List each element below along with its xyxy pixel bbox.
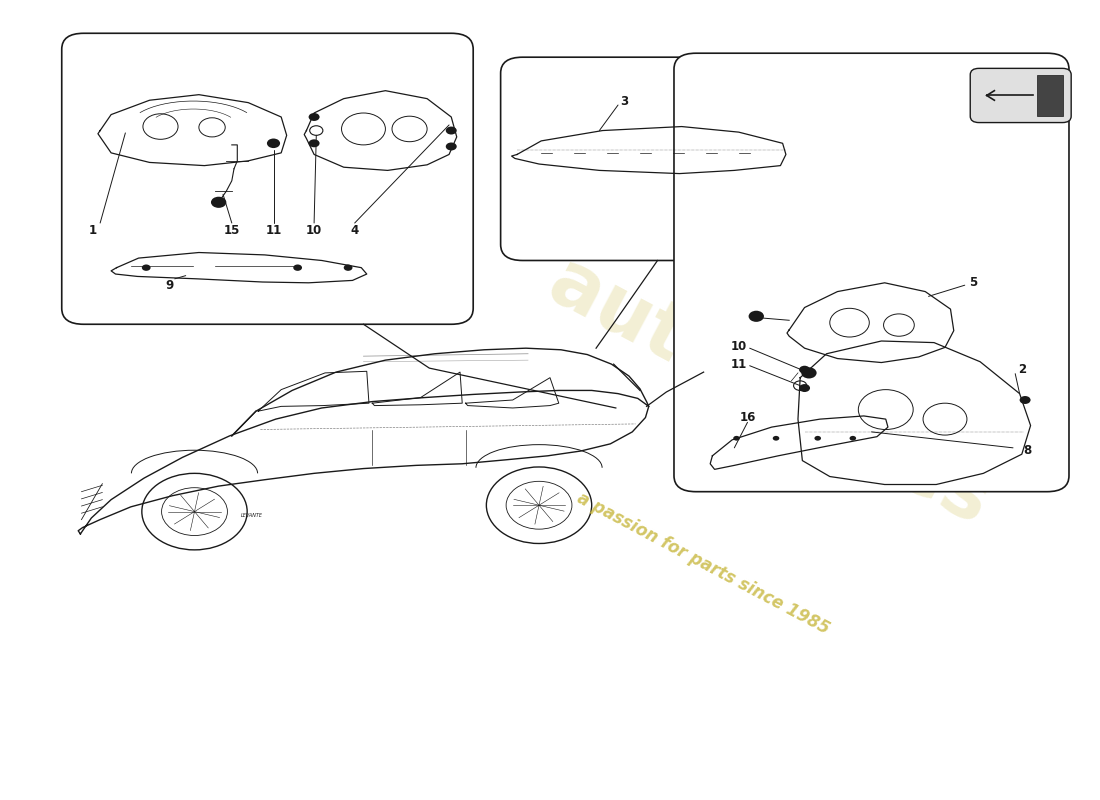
Circle shape <box>211 197 227 208</box>
Text: 2: 2 <box>1018 363 1026 376</box>
Text: LEVANTE: LEVANTE <box>241 513 263 518</box>
Text: 10: 10 <box>306 225 322 238</box>
FancyBboxPatch shape <box>674 54 1069 492</box>
Circle shape <box>446 142 456 150</box>
FancyBboxPatch shape <box>500 57 813 261</box>
Text: autospares: autospares <box>536 243 1003 541</box>
Circle shape <box>310 126 323 135</box>
Text: 10: 10 <box>730 340 747 353</box>
Text: 11: 11 <box>265 225 282 238</box>
Circle shape <box>772 436 779 441</box>
FancyBboxPatch shape <box>970 68 1071 122</box>
Circle shape <box>343 265 352 271</box>
Circle shape <box>446 126 456 134</box>
Circle shape <box>799 384 810 392</box>
Circle shape <box>801 367 816 378</box>
Circle shape <box>814 436 821 441</box>
Circle shape <box>294 265 302 271</box>
Circle shape <box>309 139 320 147</box>
Circle shape <box>749 310 764 322</box>
Text: 8: 8 <box>1023 444 1032 457</box>
Circle shape <box>1020 396 1031 404</box>
Text: 9: 9 <box>165 279 174 293</box>
Circle shape <box>267 138 280 148</box>
Text: 11: 11 <box>730 358 747 370</box>
Circle shape <box>142 265 151 271</box>
Bar <box>1037 74 1064 116</box>
FancyBboxPatch shape <box>62 34 473 324</box>
Text: 15: 15 <box>223 225 240 238</box>
Circle shape <box>309 113 320 121</box>
Circle shape <box>799 366 810 374</box>
Text: 3: 3 <box>620 94 629 107</box>
Circle shape <box>849 436 856 441</box>
Text: 5: 5 <box>969 275 978 289</box>
Text: 4: 4 <box>351 225 359 238</box>
Text: a passion for parts since 1985: a passion for parts since 1985 <box>574 489 833 638</box>
Text: 16: 16 <box>739 411 756 424</box>
Text: 1: 1 <box>88 225 97 238</box>
Circle shape <box>734 436 740 441</box>
